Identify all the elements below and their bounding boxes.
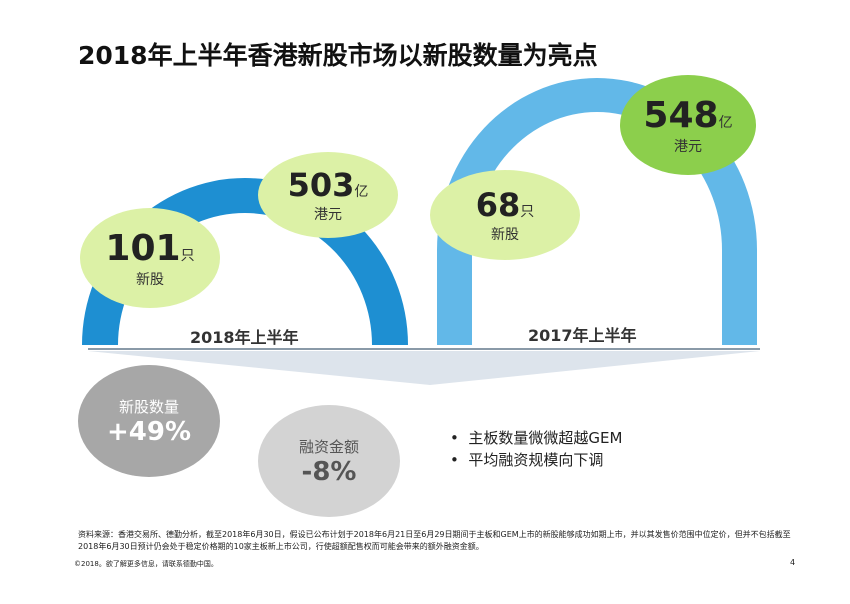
funds-change-label: 融资金额	[298, 437, 359, 456]
funds-unit: 亿	[718, 114, 733, 131]
bullet-list: • 主板数量微微超越GEM • 平均融资规模向下调	[450, 427, 622, 471]
label-2017: 2017年上半年	[528, 326, 637, 345]
bubble-2017-ipo-count: 68只 新股	[430, 170, 580, 260]
page-number: 4	[790, 558, 796, 567]
bubble-2018-funds: 503亿 港元	[258, 152, 398, 238]
bubble-2017-funds: 548亿 港元	[620, 75, 756, 175]
ipo-sub: 新股	[491, 227, 519, 243]
count-change-value: +49%	[106, 416, 192, 447]
ipo-unit: 只	[180, 247, 195, 264]
bubble-count-change: 新股数量 +49%	[78, 365, 220, 477]
ipo-sub: 新股	[136, 271, 164, 288]
bubble-funds-change: 融资金额 -8%	[258, 405, 400, 517]
bullet-item: • 主板数量微微超越GEM	[450, 429, 623, 447]
shadow-trapezoid	[88, 351, 760, 385]
funds-2018: 503	[287, 166, 355, 204]
copyright: ©2018。欲了解更多信息，请联系德勤中国。	[74, 560, 218, 568]
ipo-count-2017: 68	[475, 186, 521, 224]
arc-2017	[437, 78, 757, 345]
funds-2017: 548	[643, 94, 719, 136]
funds-unit: 亿	[354, 184, 369, 200]
bullet-text: 主板数量微微超越GEM	[468, 429, 623, 447]
bubble-2018-ipo-count: 101只 新股	[80, 208, 220, 308]
bullet-text: 平均融资规模向下调	[468, 451, 604, 469]
bullet-item: • 平均融资规模向下调	[450, 451, 604, 469]
funds-sub: 港元	[674, 138, 702, 155]
label-2018: 2018年上半年	[190, 328, 299, 347]
count-change-label: 新股数量	[118, 397, 179, 416]
ipo-count-2018: 101	[105, 227, 181, 269]
funds-sub: 港元	[314, 207, 342, 223]
funds-change-value: -8%	[301, 456, 357, 487]
page-title: 2018年上半年香港新股市场以新股数量为亮点	[78, 41, 598, 70]
footnote: 资料来源：香港交易所、德勤分析，截至2018年6月30日，假设已公布计划于201…	[78, 530, 791, 551]
ipo-unit: 只	[520, 204, 535, 220]
